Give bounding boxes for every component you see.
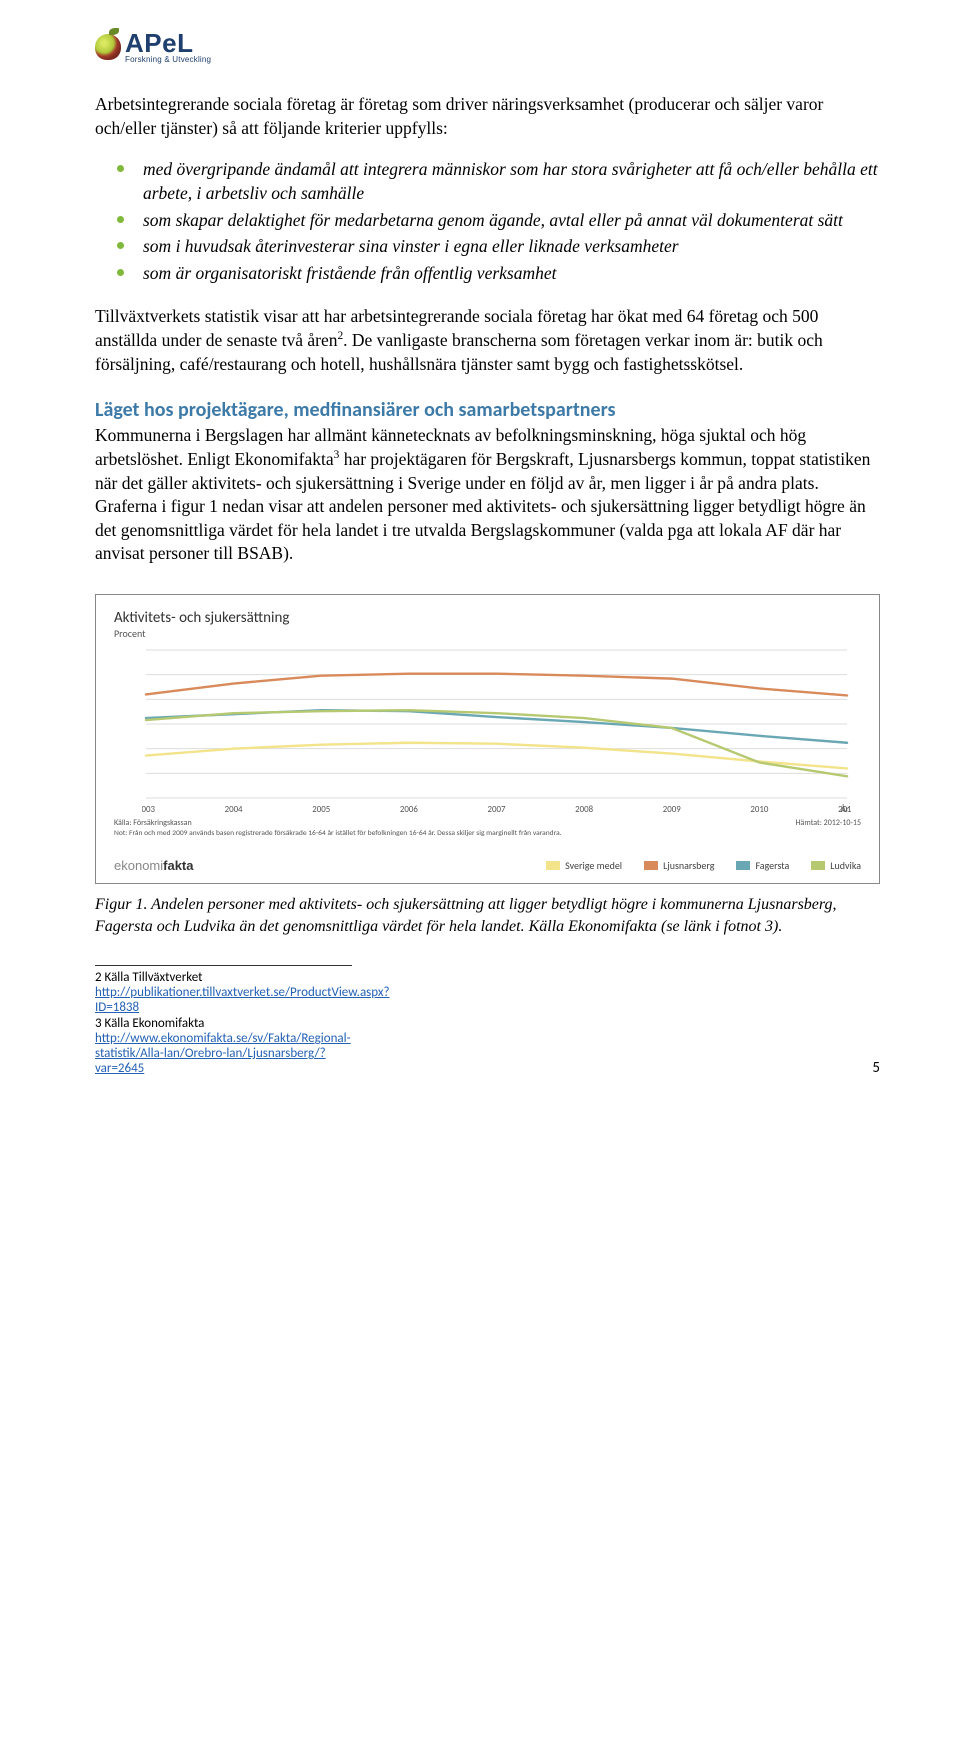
svg-text:2005: 2005: [312, 804, 330, 815]
header-logo: APeL Forskning & Utveckling: [95, 30, 880, 65]
list-item: med övergripande ändamål att integrera m…: [143, 158, 880, 205]
para-context: Kommunerna i Bergslagen har allmänt känn…: [95, 424, 880, 566]
legend-label: Fagersta: [755, 859, 789, 872]
footnote-link[interactable]: http://publikationer.tillvaxtverket.se/P…: [95, 985, 390, 1015]
svg-text:År: År: [841, 804, 849, 815]
logo-sub: Forskning & Utveckling: [125, 56, 211, 64]
legend-item: Sverige medel: [546, 859, 622, 872]
svg-text:2010: 2010: [750, 804, 768, 815]
legend-item: Fagersta: [736, 859, 789, 872]
footnote: 3 Källa Ekonomifakta http://www.ekonomif…: [95, 1016, 352, 1076]
page-number: 5: [872, 1059, 880, 1077]
list-item: som skapar delaktighet för medarbetarna …: [143, 209, 880, 233]
footnote-link[interactable]: http://www.ekonomifakta.se/sv/Fakta/Regi…: [95, 1031, 351, 1076]
chart-fetched: Hämtat: 2012-10-15: [796, 818, 861, 828]
svg-text:2004: 2004: [225, 804, 243, 815]
criteria-list: med övergripande ändamål att integrera m…: [95, 158, 880, 285]
svg-text:2003: 2003: [142, 804, 155, 815]
chart-plot: 5,07,510,012,515,017,520,020032004200520…: [142, 646, 851, 816]
legend-swatch: [811, 861, 825, 870]
legend-item: Ludvika: [811, 859, 861, 872]
list-item: som är organisatoriskt fristående från o…: [143, 262, 880, 286]
logo-main: APeL: [125, 30, 211, 56]
legend-swatch: [644, 861, 658, 870]
svg-text:2007: 2007: [488, 804, 506, 815]
legend-item: Ljusnarsberg: [644, 859, 714, 872]
para-growth: Tillväxtverkets statistik visar att har …: [95, 305, 880, 376]
svg-text:2006: 2006: [400, 804, 418, 815]
legend-label: Sverige medel: [565, 859, 622, 872]
ekonomifakta-logo: ekonomifakta: [114, 858, 194, 873]
chart-container: Aktivitets- och sjukersättning Procent 5…: [95, 594, 880, 884]
legend-swatch: [546, 861, 560, 870]
chart-title: Aktivitets- och sjukersättning: [114, 609, 861, 627]
intro-paragraph: Arbetsintegrerande sociala företag är fö…: [95, 93, 880, 140]
footnotes: 2 Källa Tillväxtverket http://publikatio…: [95, 965, 352, 1076]
apple-icon: [95, 34, 121, 60]
chart-source: Källa: Försäkringskassan: [114, 818, 192, 828]
chart-subtitle: Procent: [114, 627, 861, 640]
svg-text:2009: 2009: [663, 804, 681, 815]
chart-note: Not: Från och med 2009 används basen reg…: [114, 829, 749, 838]
legend-swatch: [736, 861, 750, 870]
legend-label: Ludvika: [830, 859, 861, 872]
chart-legend: Sverige medel Ljusnarsberg Fagersta Ludvika: [546, 859, 861, 872]
section-heading: Läget hos projektägare, medfinansiärer o…: [95, 398, 880, 422]
figure-caption: Figur 1. Andelen personer med aktivitets…: [95, 894, 880, 937]
footnote: 2 Källa Tillväxtverket http://publikatio…: [95, 970, 352, 1015]
list-item: som i huvudsak återinvesterar sina vinst…: [143, 235, 880, 259]
legend-label: Ljusnarsberg: [663, 859, 714, 872]
svg-text:2008: 2008: [575, 804, 593, 815]
